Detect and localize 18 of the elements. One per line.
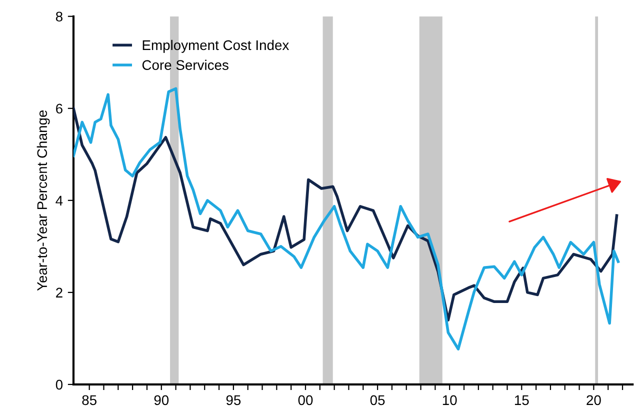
x-tick-label: 20 bbox=[586, 395, 601, 406]
y-axis-title: Year-to-Year Percent Change bbox=[36, 110, 50, 291]
x-tick-label: 00 bbox=[298, 395, 313, 406]
x-tick-label: 95 bbox=[226, 395, 241, 406]
line-series bbox=[73, 106, 618, 322]
x-tick-label: 90 bbox=[154, 395, 169, 406]
y-tick-label: 6 bbox=[56, 104, 62, 114]
y-tick-label: 4 bbox=[56, 196, 63, 206]
legend-label: Core Services bbox=[142, 60, 228, 70]
y-tick-label: 2 bbox=[56, 288, 62, 298]
legend-label: Employment Cost Index bbox=[142, 40, 290, 53]
y-tick-label: 8 bbox=[56, 12, 62, 22]
x-tick-label: 15 bbox=[514, 395, 529, 406]
line-series bbox=[73, 87, 620, 350]
x-tick-label: 85 bbox=[82, 395, 96, 406]
y-tick-label: 0 bbox=[56, 380, 63, 390]
x-tick-label: 05 bbox=[370, 395, 385, 406]
x-tick-label: 10 bbox=[442, 395, 457, 406]
